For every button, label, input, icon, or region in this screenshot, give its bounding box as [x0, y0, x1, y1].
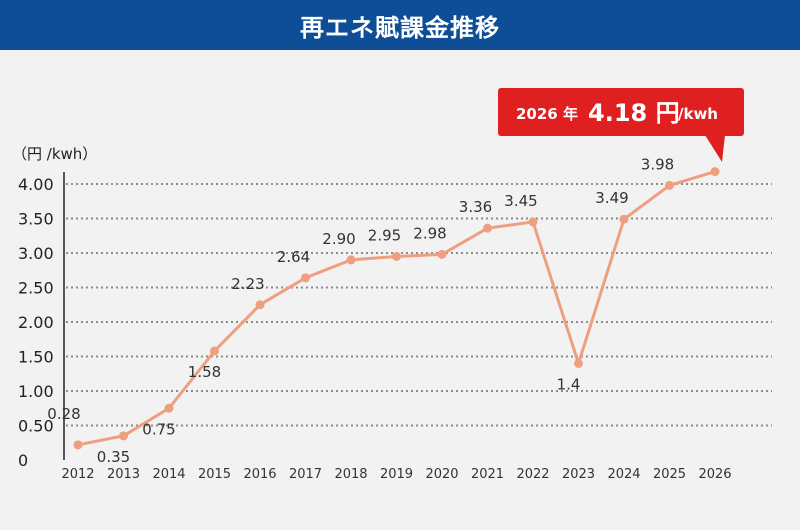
- callout-year: 2026 年: [516, 105, 578, 123]
- callout-unit: /kwh: [678, 105, 718, 123]
- callout-box: [498, 88, 744, 136]
- y-axis-label: （円 /kwh）: [12, 145, 97, 163]
- data-label: 3.36: [459, 198, 492, 216]
- series-line: [77, 170, 716, 447]
- data-point: [255, 300, 265, 310]
- data-label: 1.4: [557, 375, 581, 393]
- data-point: [619, 214, 629, 224]
- data-label: 2.23: [231, 275, 264, 293]
- x-tick-label: 2015: [198, 467, 231, 482]
- data-label: 2.90: [322, 230, 355, 248]
- x-tick-label: 2021: [471, 467, 504, 482]
- data-label: 0.28: [47, 405, 80, 423]
- x-tick-label: 2012: [61, 467, 94, 482]
- data-point: [710, 167, 720, 177]
- y-tick-label: 0.50: [18, 417, 54, 436]
- y-tick-label: 0: [18, 451, 28, 470]
- x-tick-label: 2016: [243, 467, 276, 482]
- callout-pointer: [705, 135, 725, 162]
- data-label: 2.98: [413, 224, 446, 242]
- data-point: [119, 431, 128, 441]
- data-label: 2.95: [368, 226, 401, 244]
- data-label: 1.58: [188, 363, 221, 381]
- y-tick-label: 2.50: [18, 279, 54, 298]
- data-point: [483, 223, 492, 233]
- y-tick-label: 3.00: [18, 244, 54, 263]
- data-point: [528, 217, 538, 227]
- grid-layer: [66, 183, 772, 427]
- data-point: [665, 180, 674, 190]
- x-tick-label: 2024: [607, 467, 640, 482]
- y-tick-label: 4.00: [18, 175, 54, 194]
- x-tick-label: 2020: [425, 467, 458, 482]
- data-label: 3.49: [595, 189, 628, 207]
- x-tick-label: 2018: [334, 467, 367, 482]
- x-tick-label: 2023: [562, 467, 595, 482]
- data-point: [346, 255, 356, 265]
- x-tick-labels: 2012 2013 2014 2015 2016 2017 2018 2019 2020 2021…: [61, 467, 731, 482]
- y-tick-label: 1.50: [18, 348, 54, 367]
- x-tick-label: 2022: [516, 467, 549, 482]
- x-tick-label: 2026: [698, 467, 731, 482]
- y-tick-label: 2.00: [18, 313, 54, 332]
- y-tick-labels: 0 0.50 1.00 1.50 2.00 2.50 3.00 3.50 4.00: [18, 175, 54, 470]
- y-tick-label: 1.00: [18, 382, 54, 401]
- x-tick-label: 2019: [380, 467, 413, 482]
- x-tick-label: 2014: [152, 467, 185, 482]
- x-tick-label: 2017: [289, 467, 322, 482]
- data-label: 0.35: [97, 448, 130, 466]
- value-callout: 2026 年 4.18 円 /kwh: [498, 88, 744, 162]
- callout-value: 4.18 円: [588, 99, 680, 127]
- data-point: [301, 273, 310, 283]
- data-point: [73, 440, 83, 450]
- x-tick-label: 2025: [653, 467, 686, 482]
- x-tick-label: 2013: [107, 467, 140, 482]
- chart-header: 再エネ賦課金推移: [0, 0, 800, 50]
- data-point: [210, 346, 219, 356]
- data-label: 0.75: [142, 420, 175, 438]
- data-point: [392, 251, 401, 261]
- chart-title: 再エネ賦課金推移: [300, 13, 500, 42]
- data-point: [574, 358, 583, 368]
- y-tick-label: 3.50: [18, 210, 54, 229]
- data-point: [164, 403, 174, 413]
- data-label: 3.98: [641, 155, 674, 173]
- data-labels: 0.28 0.35 0.75 1.58 2.23 2.64 2.90 2.95 2.98 3.36…: [47, 155, 674, 465]
- data-point: [437, 249, 447, 259]
- data-label: 2.64: [277, 248, 310, 266]
- data-points: [73, 167, 720, 450]
- data-label: 3.45: [504, 192, 537, 210]
